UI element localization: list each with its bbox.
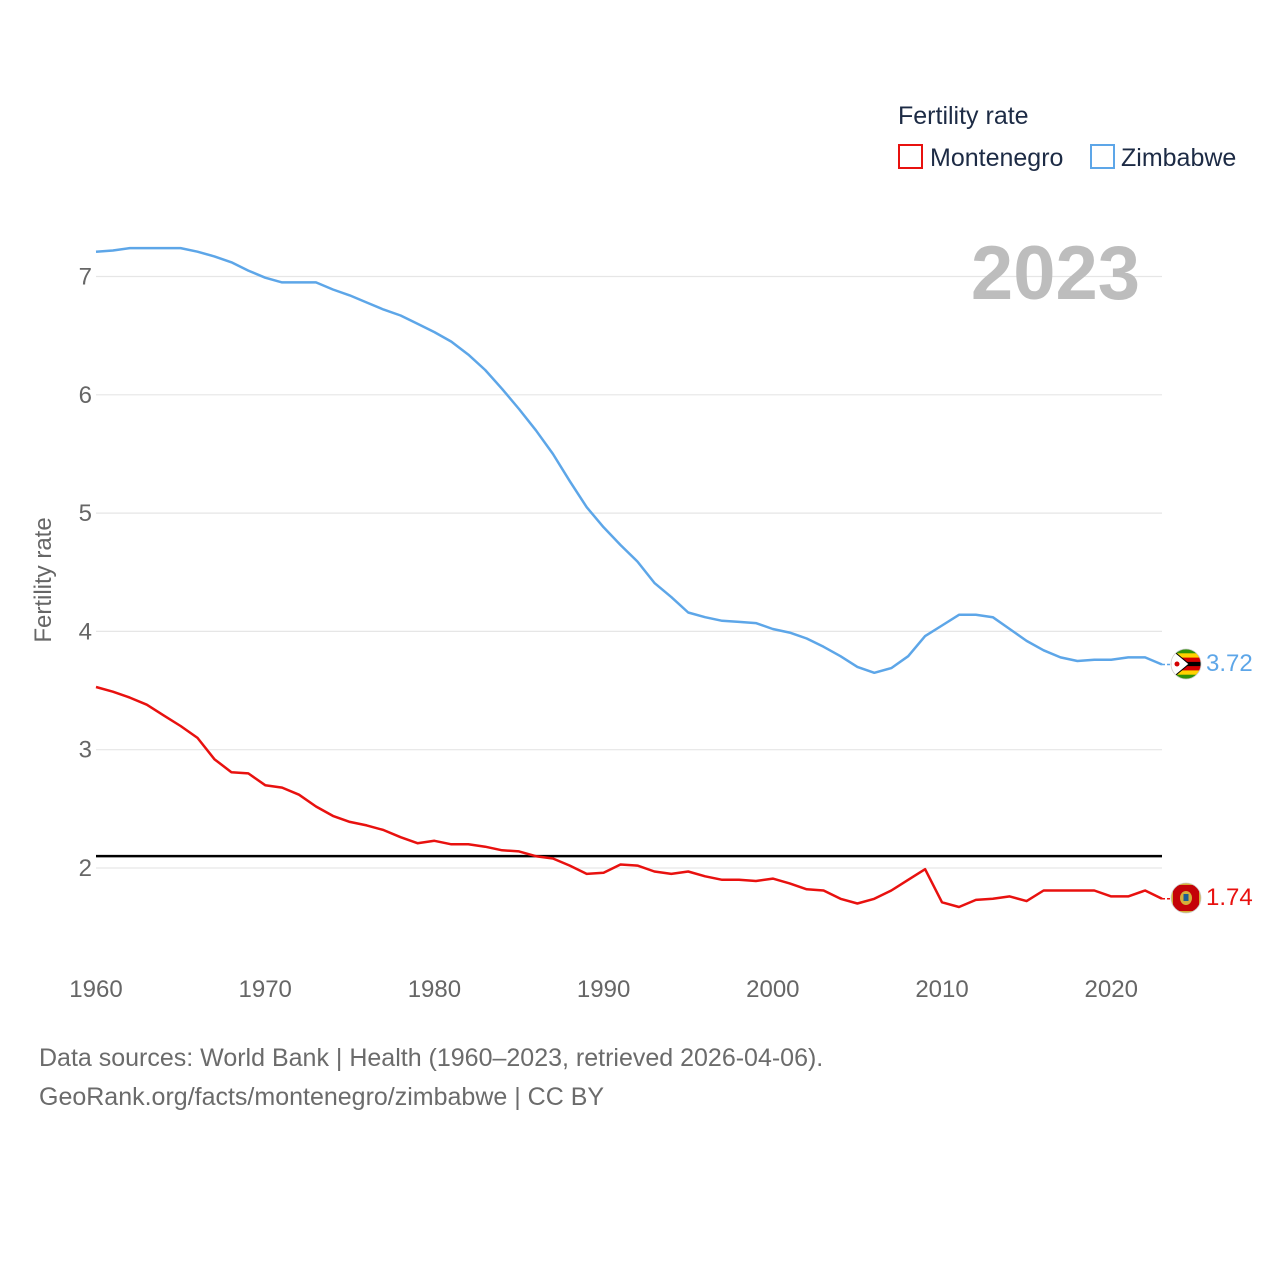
x-tick-1970: 1970 bbox=[239, 976, 292, 1003]
x-tick-2010: 2010 bbox=[915, 976, 968, 1003]
y-tick-labels: 2 3 4 5 6 7 bbox=[79, 264, 92, 883]
montenegro-flag-icon bbox=[1171, 883, 1201, 913]
y-axis-label: Fertility rate bbox=[30, 517, 57, 642]
montenegro-end-value: 1.74 bbox=[1206, 884, 1253, 911]
legend-swatch-zimbabwe bbox=[1090, 144, 1115, 169]
legend-label-zimbabwe: Zimbabwe bbox=[1121, 144, 1236, 172]
x-tick-2020: 2020 bbox=[1085, 976, 1138, 1003]
legend-item-montenegro[interactable]: Montenegro bbox=[898, 144, 1063, 172]
zimbabwe-flag-icon bbox=[1171, 649, 1201, 679]
x-tick-1960: 1960 bbox=[69, 976, 122, 1003]
x-tick-2000: 2000 bbox=[746, 976, 799, 1003]
y-tick-6: 6 bbox=[79, 382, 92, 409]
y-tick-7: 7 bbox=[79, 264, 92, 291]
x-tick-1980: 1980 bbox=[408, 976, 461, 1003]
series-line-montenegro bbox=[95, 685, 1163, 909]
y-gridlines bbox=[96, 275, 1162, 869]
zimbabwe-flag-border bbox=[1170, 648, 1202, 680]
series-lines bbox=[95, 246, 1171, 909]
x-tick-labels: 1960 1970 1980 1990 2000 2010 2020 bbox=[69, 976, 1138, 1003]
legend-title: Fertility rate bbox=[898, 102, 1029, 130]
legend-swatch-montenegro bbox=[898, 144, 923, 169]
series-line-zimbabwe bbox=[95, 246, 1163, 675]
y-tick-2: 2 bbox=[79, 855, 92, 882]
footer-attribution: GeoRank.org/facts/montenegro/zimbabwe | … bbox=[39, 1083, 605, 1111]
x-tick-1990: 1990 bbox=[577, 976, 630, 1003]
year-label: 2023 bbox=[971, 231, 1140, 316]
y-tick-3: 3 bbox=[79, 737, 92, 764]
zimbabwe-end-value: 3.72 bbox=[1206, 650, 1253, 677]
footer-sources: Data sources: World Bank | Health (1960–… bbox=[39, 1044, 824, 1072]
montenegro-flag-border bbox=[1170, 882, 1202, 914]
legend-item-zimbabwe[interactable]: Zimbabwe bbox=[1090, 144, 1236, 172]
y-tick-5: 5 bbox=[79, 500, 92, 527]
y-tick-4: 4 bbox=[79, 618, 92, 645]
fertility-rate-chart: 2 3 4 5 6 7 1960 1970 1980 1990 2000 2010 2020 Fert… bbox=[30, 102, 1253, 1003]
legend-label-montenegro: Montenegro bbox=[930, 144, 1063, 172]
